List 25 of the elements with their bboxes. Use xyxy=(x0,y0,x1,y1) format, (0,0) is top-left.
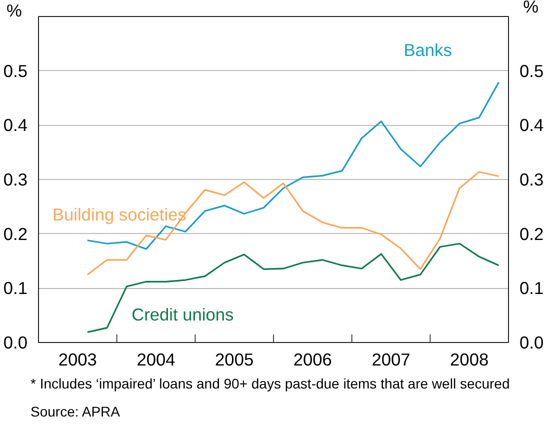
y2-tick-label: 0.4 xyxy=(520,115,544,136)
y2-tick-label: 0.0 xyxy=(520,332,544,352)
y-tick-label: 0.2 xyxy=(3,224,28,244)
y-tick-label: 0.4 xyxy=(3,115,28,136)
x-tick-label: 2007 xyxy=(372,350,410,370)
x-tick-label: 2004 xyxy=(136,350,176,370)
text: * Includes ‘impaired’ loans and 90+ days past-due items that are well secured xyxy=(30,376,510,392)
y-tick-label: 0.5 xyxy=(3,60,28,81)
x-tick-label: 2005 xyxy=(215,350,254,370)
y2-tick-label: 0.5 xyxy=(520,60,544,81)
y2-tick-label: 0.1 xyxy=(520,278,544,298)
y-axis-title: % xyxy=(6,0,22,20)
y-tick-label: 0.1 xyxy=(3,278,28,298)
y2-axis-title: % xyxy=(523,0,539,16)
x-tick-label: 2003 xyxy=(58,350,97,370)
text: Banks xyxy=(404,40,452,60)
y2-tick-label: 0.3 xyxy=(520,170,544,190)
y2-tick-label: 0.2 xyxy=(520,224,544,244)
source-note: Source: APRA xyxy=(30,404,121,420)
series-label: Credit unions xyxy=(132,304,234,325)
y-tick-label: 0.0 xyxy=(3,332,28,352)
x-tick-label: 2006 xyxy=(293,350,332,370)
line-series xyxy=(86,242,500,333)
y-tick-label: 0.3 xyxy=(3,170,28,190)
x-tick-label: 2008 xyxy=(450,350,489,370)
